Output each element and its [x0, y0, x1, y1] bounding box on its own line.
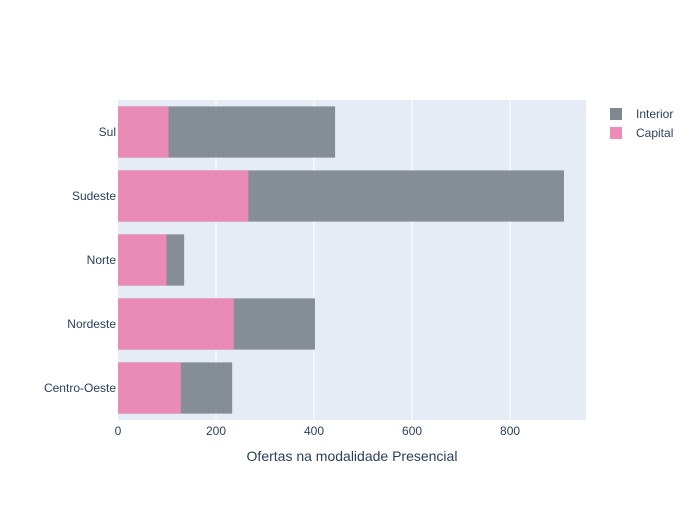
y-tick-label: Sul	[99, 125, 116, 139]
x-tick-label: 400	[304, 424, 324, 438]
x-axis-title: Ofertas na modalidade Presencial	[247, 448, 458, 464]
legend-swatch-interior	[610, 108, 622, 120]
y-axis-tick-labels: Centro-Oeste Nordeste Norte Sudeste Sul	[44, 125, 116, 395]
bar-capital-nordeste	[118, 298, 234, 350]
y-tick-label: Nordeste	[67, 317, 116, 331]
x-tick-label: 200	[206, 424, 226, 438]
bar-capital-sudeste	[118, 170, 249, 222]
bar-capital-norte	[118, 234, 167, 286]
y-tick-label: Norte	[87, 253, 117, 267]
y-tick-label: Sudeste	[72, 189, 116, 203]
legend-label-capital: Capital	[636, 126, 673, 140]
legend-label-interior: Interior	[636, 107, 673, 121]
bar-capital-centro-oeste	[118, 362, 181, 414]
x-tick-label: 0	[115, 424, 122, 438]
y-tick-label: Centro-Oeste	[44, 381, 116, 395]
x-tick-label: 800	[500, 424, 520, 438]
bar-capital-sul	[118, 106, 169, 158]
bars	[118, 106, 564, 414]
x-tick-label: 600	[402, 424, 422, 438]
legend[interactable]: Interior Capital	[610, 107, 673, 140]
legend-swatch-capital	[610, 127, 622, 139]
x-axis-tick-labels: 0 200 400 600 800	[115, 424, 521, 438]
